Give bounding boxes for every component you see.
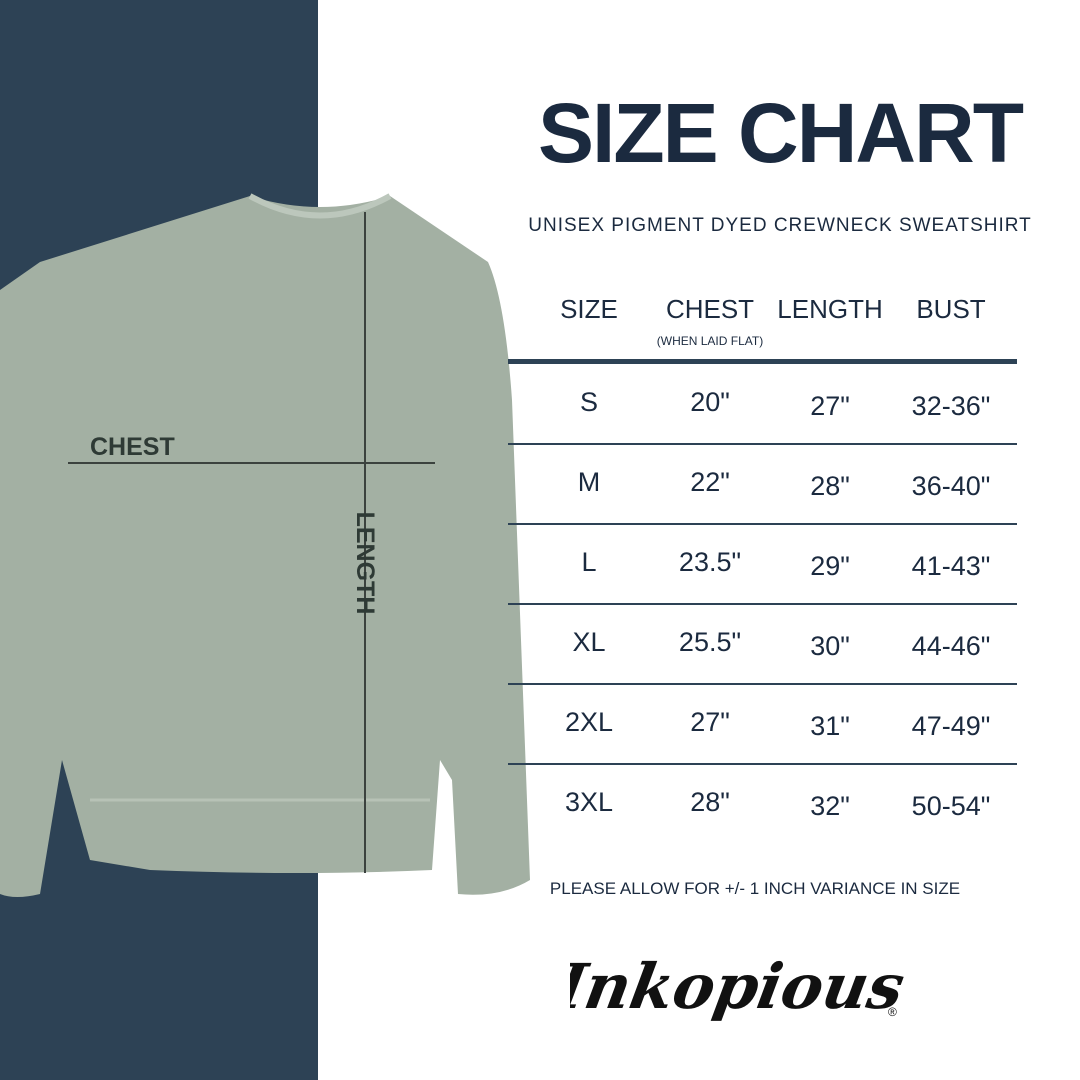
svg-text:®: ® — [888, 1005, 897, 1019]
cell-length: 29" — [810, 551, 850, 581]
row-divider — [508, 443, 1017, 445]
svg-text:Inkopious: Inkopious — [570, 949, 910, 1022]
row-divider — [508, 683, 1017, 685]
chest-note: (WHEN LAID FLAT) — [656, 334, 764, 348]
cell-chest: 25.5" — [678, 627, 742, 657]
cell-size: 3XL — [564, 787, 614, 817]
header-length: LENGTH — [777, 294, 883, 324]
subtitle: UNISEX PIGMENT DYED CREWNECK SWEATSHIRT — [528, 215, 1032, 236]
cell-chest: 23.5" — [678, 547, 742, 577]
cell-length: 30" — [810, 631, 850, 661]
cell-chest: 27" — [690, 707, 730, 737]
brand-logo: Inkopious ® — [570, 949, 910, 1022]
cell-chest: 22" — [690, 467, 730, 497]
row-divider — [508, 763, 1017, 765]
cell-size: S — [579, 387, 598, 417]
variance-note: PLEASE ALLOW FOR +/- 1 INCH VARIANCE IN … — [549, 879, 961, 898]
header-chest: CHEST — [665, 294, 755, 324]
row-divider — [508, 603, 1017, 605]
cell-length: 31" — [810, 711, 850, 741]
sweatshirt-image — [0, 193, 530, 897]
cell-size: 2XL — [564, 707, 614, 737]
page-title: SIZE CHART — [538, 86, 1024, 180]
cell-bust: 47-49" — [911, 711, 991, 741]
header-size: SIZE — [560, 294, 618, 324]
cell-chest: 20" — [690, 387, 730, 417]
length-label: LENGTH — [351, 511, 379, 615]
cell-length: 27" — [810, 391, 850, 421]
cell-size: M — [577, 467, 601, 497]
cell-bust: 50-54" — [911, 791, 991, 821]
cell-chest: 28" — [690, 787, 730, 817]
header-divider — [508, 359, 1017, 364]
cell-size: L — [581, 547, 597, 577]
cell-bust: 32-36" — [911, 391, 991, 421]
chest-label: CHEST — [90, 433, 175, 461]
cell-bust: 44-46" — [911, 631, 991, 661]
cell-length: 28" — [810, 471, 850, 501]
cell-bust: 36-40" — [911, 471, 991, 501]
cell-size: XL — [572, 627, 606, 657]
cell-length: 32" — [810, 791, 850, 821]
row-divider — [508, 523, 1017, 525]
header-bust: BUST — [916, 294, 986, 324]
cell-bust: 41-43" — [911, 551, 991, 581]
